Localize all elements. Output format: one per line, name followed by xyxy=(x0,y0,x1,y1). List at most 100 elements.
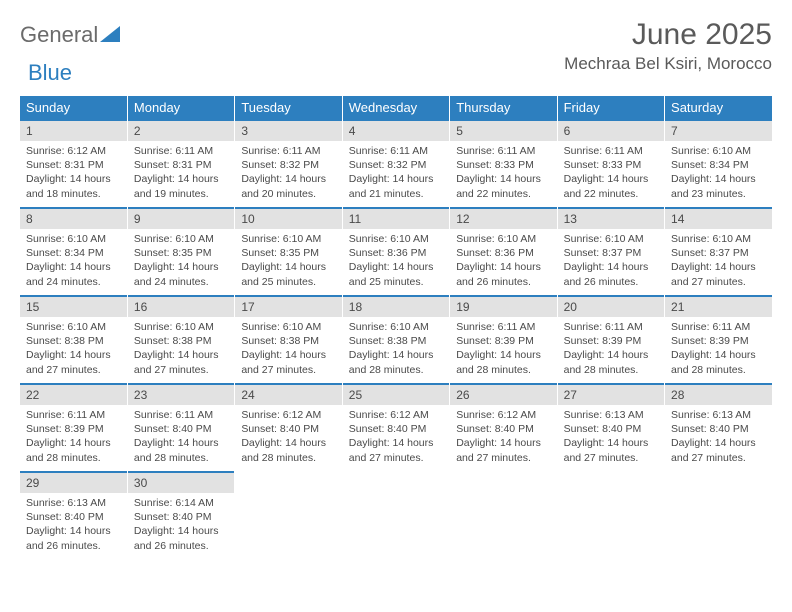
calendar-cell: 23Sunrise: 6:11 AMSunset: 8:40 PMDayligh… xyxy=(127,383,234,471)
sunset-line: Sunset: 8:34 PM xyxy=(26,246,121,260)
daylight-line: Daylight: 14 hours and 25 minutes. xyxy=(241,260,335,288)
day-details: Sunrise: 6:10 AMSunset: 8:36 PMDaylight:… xyxy=(343,229,449,293)
sunset-line: Sunset: 8:33 PM xyxy=(564,158,658,172)
day-details: Sunrise: 6:10 AMSunset: 8:38 PMDaylight:… xyxy=(343,317,449,381)
daylight-line: Daylight: 14 hours and 27 minutes. xyxy=(456,436,550,464)
calendar-cell: .. xyxy=(342,471,449,559)
sunrise-line: Sunrise: 6:13 AM xyxy=(671,408,766,422)
daylight-line: Daylight: 14 hours and 26 minutes. xyxy=(134,524,228,552)
sunrise-line: Sunrise: 6:12 AM xyxy=(241,408,335,422)
calendar-cell: 9Sunrise: 6:10 AMSunset: 8:35 PMDaylight… xyxy=(127,207,234,295)
daylight-line: Daylight: 14 hours and 20 minutes. xyxy=(241,172,335,200)
day-details: Sunrise: 6:10 AMSunset: 8:38 PMDaylight:… xyxy=(20,317,127,381)
daylight-line: Daylight: 14 hours and 26 minutes. xyxy=(26,524,121,552)
calendar-cell: 26 Sunrise: 6:12 AMSunset: 8:40 PMDayligh… xyxy=(450,383,557,471)
calendar-cell: 21Sunrise: 6:11 AMSunset: 8:39 PMDayligh… xyxy=(665,295,772,383)
sunset-line: Sunset: 8:40 PM xyxy=(134,422,228,436)
calendar-cell: .. xyxy=(665,471,772,559)
sunrise-line: Sunrise: 6:12 AM xyxy=(456,408,550,422)
calendar-cell: 13Sunrise: 6:10 AMSunset: 8:37 PMDayligh… xyxy=(557,207,664,295)
sunset-line: Sunset: 8:40 PM xyxy=(241,422,335,436)
day-number: 1 xyxy=(20,119,127,141)
day-number: 17 xyxy=(235,295,341,317)
location-label: Mechraa Bel Ksiri, Morocco xyxy=(564,54,772,74)
daylight-line: Daylight: 14 hours and 27 minutes. xyxy=(241,348,335,376)
day-details: Sunrise: 6:10 AMSunset: 8:38 PMDaylight:… xyxy=(235,317,341,381)
calendar-cell: 28Sunrise: 6:13 AMSunset: 8:40 PMDayligh… xyxy=(665,383,772,471)
sunrise-line: Sunrise: 6:11 AM xyxy=(671,320,766,334)
sunset-line: Sunset: 8:35 PM xyxy=(241,246,335,260)
sunset-line: Sunset: 8:39 PM xyxy=(564,334,658,348)
sunrise-line: Sunrise: 6:12 AM xyxy=(26,144,121,158)
sunset-line: Sunset: 8:40 PM xyxy=(134,510,228,524)
calendar-cell: 17Sunrise: 6:10 AMSunset: 8:38 PMDayligh… xyxy=(235,295,342,383)
sunrise-line: Sunrise: 6:10 AM xyxy=(349,232,443,246)
daylight-line: Daylight: 14 hours and 27 minutes. xyxy=(564,436,658,464)
daylight-line: Daylight: 14 hours and 22 minutes. xyxy=(456,172,550,200)
day-header: Monday xyxy=(127,96,234,119)
day-details: Sunrise: 6:11 AMSunset: 8:33 PMDaylight:… xyxy=(558,141,664,205)
day-details: Sunrise: 6:11 AMSunset: 8:32 PMDaylight:… xyxy=(343,141,449,205)
day-details: Sunrise: 6:13 AMSunset: 8:40 PMDaylight:… xyxy=(665,405,772,469)
day-number: 27 xyxy=(558,383,664,405)
sunrise-line: Sunrise: 6:10 AM xyxy=(671,144,766,158)
day-details: Sunrise: 6:11 AMSunset: 8:33 PMDaylight:… xyxy=(450,141,556,205)
sunrise-line: Sunrise: 6:11 AM xyxy=(134,144,228,158)
brand-triangle-icon xyxy=(100,26,120,42)
sunrise-line: Sunrise: 6:10 AM xyxy=(241,232,335,246)
day-header-row: SundayMondayTuesdayWednesdayThursdayFrid… xyxy=(20,96,772,119)
sunset-line: Sunset: 8:40 PM xyxy=(456,422,550,436)
daylight-line: Daylight: 14 hours and 28 minutes. xyxy=(26,436,121,464)
day-details: Sunrise: 6:11 AMSunset: 8:39 PMDaylight:… xyxy=(665,317,772,381)
day-details: Sunrise: 6:12 AMSunset: 8:40 PMDaylight:… xyxy=(343,405,449,469)
calendar-row: 8Sunrise: 6:10 AMSunset: 8:34 PMDaylight… xyxy=(20,207,772,295)
day-details: Sunrise: 6:11 AMSunset: 8:39 PMDaylight:… xyxy=(450,317,556,381)
sunrise-line: Sunrise: 6:10 AM xyxy=(349,320,443,334)
calendar-cell: 8Sunrise: 6:10 AMSunset: 8:34 PMDaylight… xyxy=(20,207,127,295)
day-details: Sunrise: 6:12 AMSunset: 8:31 PMDaylight:… xyxy=(20,141,127,205)
day-header: Friday xyxy=(557,96,664,119)
day-number: 28 xyxy=(665,383,772,405)
day-details: Sunrise: 6:13 AMSunset: 8:40 PMDaylight:… xyxy=(20,493,127,557)
calendar-cell: 5Sunrise: 6:11 AMSunset: 8:33 PMDaylight… xyxy=(450,119,557,207)
day-details: Sunrise: 6:14 AMSunset: 8:40 PMDaylight:… xyxy=(128,493,234,557)
sunrise-line: Sunrise: 6:10 AM xyxy=(456,232,550,246)
daylight-line: Daylight: 14 hours and 27 minutes. xyxy=(671,436,766,464)
calendar-cell: 15Sunrise: 6:10 AMSunset: 8:38 PMDayligh… xyxy=(20,295,127,383)
day-details: Sunrise: 6:10 AMSunset: 8:37 PMDaylight:… xyxy=(665,229,772,293)
calendar-cell: 1Sunrise: 6:12 AMSunset: 8:31 PMDaylight… xyxy=(20,119,127,207)
sunrise-line: Sunrise: 6:10 AM xyxy=(26,320,121,334)
daylight-line: Daylight: 14 hours and 22 minutes. xyxy=(564,172,658,200)
day-number: 24 xyxy=(235,383,341,405)
calendar-cell: .. xyxy=(557,471,664,559)
sunset-line: Sunset: 8:37 PM xyxy=(671,246,766,260)
day-details: Sunrise: 6:10 AMSunset: 8:34 PMDaylight:… xyxy=(20,229,127,293)
sunset-line: Sunset: 8:37 PM xyxy=(564,246,658,260)
day-details: Sunrise: 6:11 AMSunset: 8:31 PMDaylight:… xyxy=(128,141,234,205)
day-details: Sunrise: 6:11 AMSunset: 8:40 PMDaylight:… xyxy=(128,405,234,469)
daylight-line: Daylight: 14 hours and 18 minutes. xyxy=(26,172,121,200)
daylight-line: Daylight: 14 hours and 25 minutes. xyxy=(349,260,443,288)
daylight-line: Daylight: 14 hours and 23 minutes. xyxy=(671,172,766,200)
daylight-line: Daylight: 14 hours and 21 minutes. xyxy=(349,172,443,200)
sunrise-line: Sunrise: 6:13 AM xyxy=(26,496,121,510)
day-number: 10 xyxy=(235,207,341,229)
day-details: Sunrise: 6:10 AMSunset: 8:37 PMDaylight:… xyxy=(558,229,664,293)
day-number: 8 xyxy=(20,207,127,229)
day-number: 26 xyxy=(450,383,556,405)
calendar-cell: 22Sunrise: 6:11 AMSunset: 8:39 PMDayligh… xyxy=(20,383,127,471)
day-number: 25 xyxy=(343,383,449,405)
day-number: 30 xyxy=(128,471,234,493)
calendar-cell: 3Sunrise: 6:11 AMSunset: 8:32 PMDaylight… xyxy=(235,119,342,207)
calendar-cell: 14Sunrise: 6:10 AMSunset: 8:37 PMDayligh… xyxy=(665,207,772,295)
daylight-line: Daylight: 14 hours and 28 minutes. xyxy=(456,348,550,376)
calendar-cell: 20Sunrise: 6:11 AMSunset: 8:39 PMDayligh… xyxy=(557,295,664,383)
sunset-line: Sunset: 8:35 PM xyxy=(134,246,228,260)
calendar-cell: 24Sunrise: 6:12 AMSunset: 8:40 PMDayligh… xyxy=(235,383,342,471)
day-number: 16 xyxy=(128,295,234,317)
sunset-line: Sunset: 8:39 PM xyxy=(26,422,121,436)
title-block: June 2025 Mechraa Bel Ksiri, Morocco xyxy=(564,18,772,74)
sunset-line: Sunset: 8:38 PM xyxy=(349,334,443,348)
daylight-line: Daylight: 14 hours and 19 minutes. xyxy=(134,172,228,200)
day-number: 22 xyxy=(20,383,127,405)
